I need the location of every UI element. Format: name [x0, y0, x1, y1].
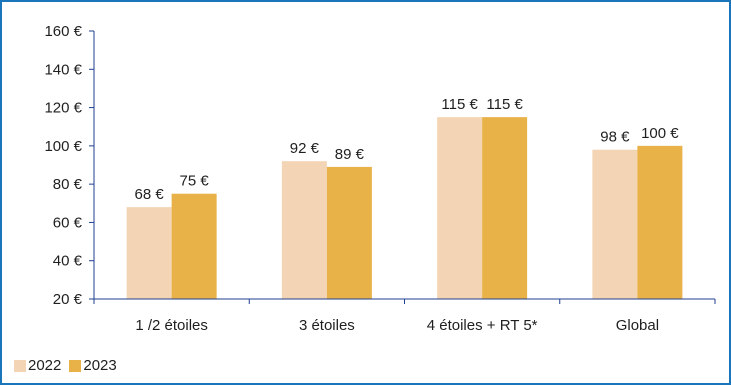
category-label: 4 étoiles + RT 5* [427, 317, 538, 334]
bar-2022 [126, 207, 172, 299]
category-label: 3 étoiles [299, 317, 355, 334]
bars [126, 117, 683, 300]
category-label: 1 /2 étoiles [135, 317, 208, 334]
data-label-2023: 75 € [180, 173, 210, 190]
data-label-2023: 100 € [641, 125, 679, 142]
data-label-2022: 68 € [135, 186, 165, 203]
y-tick-label: 140 € [44, 61, 82, 78]
legend-label-2022: 2022 [28, 357, 62, 374]
bar-2023 [171, 193, 217, 299]
data-label-2023: 89 € [335, 146, 365, 163]
data-label-2022: 115 € [441, 96, 478, 113]
y-tick-label: 20 € [53, 291, 83, 308]
bar-2023 [637, 145, 683, 299]
bar-2022 [437, 117, 483, 300]
y-tick-label: 100 € [44, 138, 82, 155]
legend-label-2023: 2023 [83, 357, 117, 374]
data-label-2023: 115 € [486, 96, 523, 113]
y-tick-label: 60 € [53, 214, 83, 231]
legend-swatch-2022 [14, 359, 26, 372]
x-axis: 1 /2 étoiles 3 étoiles 4 étoiles + RT 5* Gl… [93, 298, 716, 334]
y-tick-label: 160 € [44, 23, 82, 40]
y-tick-label: 120 € [44, 100, 82, 117]
bar-2022 [592, 149, 638, 299]
data-label-2022: 92 € [290, 140, 320, 157]
legend: 2022 2023 [14, 357, 117, 374]
legend-swatch-2023 [69, 359, 82, 372]
bar-2023 [326, 166, 372, 299]
bar-2022 [281, 161, 327, 299]
data-label-2022: 98 € [600, 129, 630, 146]
data-labels: 68 € 75 € 92 € 89 € 115 € 115 € 98 € 100 € [135, 96, 680, 203]
y-tick-label: 40 € [53, 253, 83, 270]
y-axis: 20 € 40 € 60 € 80 € 100 € 120 € 140 € 160 € [44, 23, 95, 308]
legend-item-2022: 2022 [14, 357, 61, 374]
bar-2023 [482, 117, 528, 300]
legend-item-2023: 2023 [69, 357, 117, 374]
y-tick-label: 80 € [53, 176, 83, 193]
category-label: Global [616, 317, 659, 334]
